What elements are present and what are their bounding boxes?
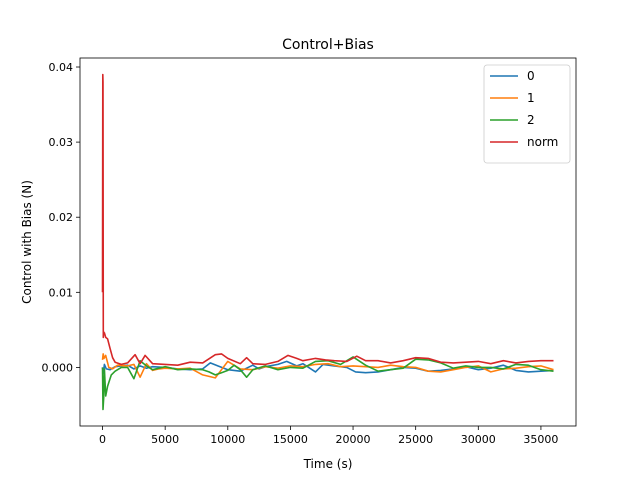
x-tick-label: 30000 — [461, 433, 496, 446]
x-tick-label: 10000 — [210, 433, 245, 446]
series-line-1 — [101, 353, 554, 379]
chart-title: Control+Bias — [282, 37, 374, 53]
x-tick-label: 25000 — [398, 433, 433, 446]
x-tick-label: 20000 — [336, 433, 371, 446]
y-tick-label: 0.02 — [49, 211, 74, 224]
y-tick-label: 0.04 — [49, 61, 74, 74]
x-tick-label: 35000 — [523, 433, 558, 446]
y-tick-label: 0.000 — [42, 361, 74, 374]
x-tick-label: 15000 — [273, 433, 308, 446]
axes-frame — [79, 57, 577, 427]
legend-entry-0: 0 — [527, 69, 535, 83]
plot-area — [79, 57, 577, 427]
x-tick-label: 0 — [99, 433, 106, 446]
y-tick-label: 0.03 — [49, 136, 74, 149]
legend: 0 1 2 norm — [483, 64, 571, 164]
series-line-2 — [101, 356, 554, 411]
y-axis-ticks: 0.000 0.01 0.02 0.03 0.04 — [42, 61, 80, 374]
x-axis-label: Time (s) — [303, 457, 353, 471]
legend-entry-1: 1 — [527, 91, 535, 105]
series-line-3 — [101, 73, 554, 367]
series-lines — [101, 73, 554, 411]
y-axis-label: Control with Bias (N) — [20, 180, 34, 304]
x-tick-label: 5000 — [151, 433, 179, 446]
legend-box — [483, 64, 571, 164]
y-tick-label: 0.01 — [49, 286, 74, 299]
legend-entry-3: norm — [527, 135, 558, 149]
legend-entry-2: 2 — [527, 113, 535, 127]
x-axis-ticks: 0 5000 10000 15000 20000 25000 30000 35000 — [99, 426, 558, 446]
